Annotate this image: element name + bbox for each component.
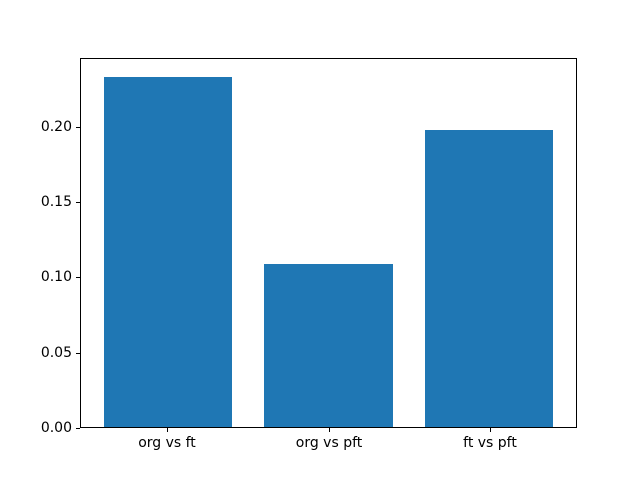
plot-area [80,58,577,428]
y-tick-mark [76,353,80,354]
x-tick-label: org vs ft [138,435,196,451]
x-tick-label: org vs pft [295,435,363,451]
x-tick-mark [329,428,330,432]
y-tick-mark [76,428,80,429]
y-tick-label: 0.05 [40,345,72,361]
y-tick-mark [76,127,80,128]
y-tick-label: 0.10 [40,269,72,285]
x-tick-mark [490,428,491,432]
bar-ft-vs-pft [424,130,554,427]
bar-org-vs-pft [264,263,393,427]
x-tick-label: ft vs pft [463,435,517,451]
bars-layer [81,59,576,427]
y-tick-mark [76,202,80,203]
y-tick-label: 0.15 [40,194,72,210]
y-tick-label: 0.00 [40,420,72,436]
y-tick-mark [76,277,80,278]
x-tick-mark [167,428,168,432]
y-tick-label: 0.20 [40,119,72,135]
bar-org-vs-ft [103,76,233,427]
